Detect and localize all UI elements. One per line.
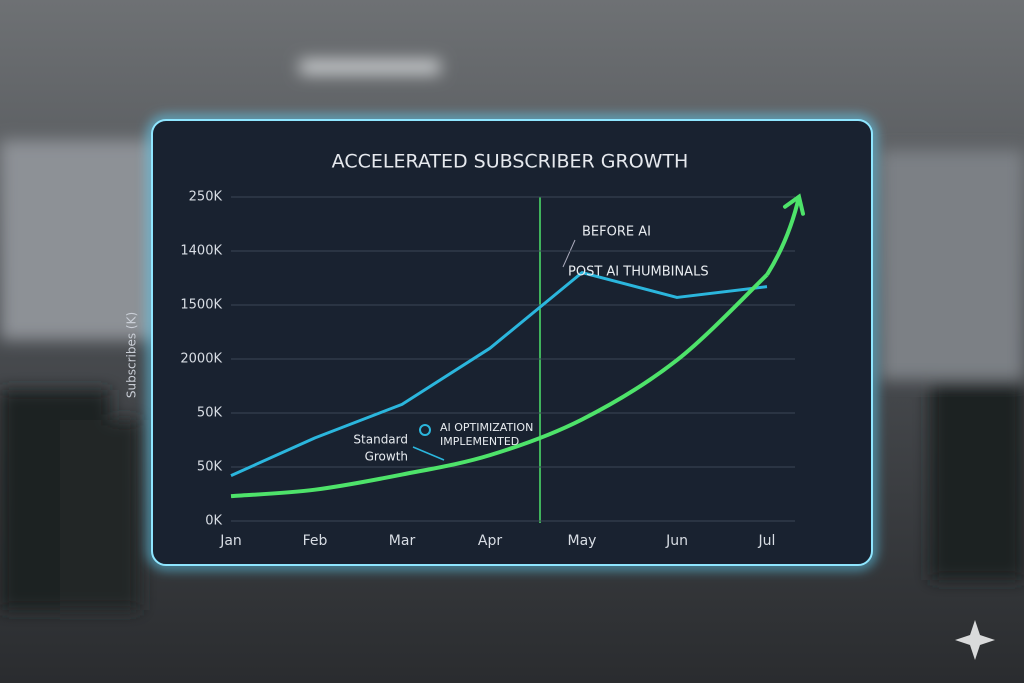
arrow-head bbox=[783, 193, 805, 216]
y-axis-label: Subscribes (K) bbox=[125, 312, 139, 398]
icon bbox=[419, 424, 431, 436]
y-tick-label: 50K bbox=[197, 460, 223, 475]
x-tick-label: May bbox=[568, 533, 597, 549]
chart-title: ACCELERATED SUBSCRIBER GROWTH bbox=[332, 151, 689, 173]
y-tick-label: 250K bbox=[189, 190, 223, 205]
x-tick-label: Jun bbox=[665, 533, 688, 549]
office-blur bbox=[0, 60, 1024, 610]
x-tick-label: Feb bbox=[303, 533, 328, 549]
x-tick-label: Jan bbox=[219, 533, 242, 549]
y-tick-label: 50K bbox=[197, 406, 223, 421]
annotation: BEFORE AI bbox=[582, 225, 651, 240]
annotation: AI OPTIMIZATION bbox=[440, 421, 533, 434]
y-tick-label: 1500K bbox=[180, 298, 222, 313]
x-tick-label: Mar bbox=[389, 533, 416, 549]
annotation: POST AI THUMBINALS bbox=[568, 265, 709, 280]
callout bbox=[562, 239, 576, 268]
annotation: IMPLEMENTED bbox=[440, 435, 519, 448]
series-line bbox=[230, 273, 769, 499]
y-tick-label: 0K bbox=[205, 514, 222, 529]
annotation: Standard bbox=[353, 433, 408, 447]
x-tick-label: Apr bbox=[478, 533, 502, 549]
y-tick-label: 2000K bbox=[180, 352, 222, 367]
x-tick-label: Jul bbox=[758, 533, 776, 549]
callout bbox=[412, 446, 445, 461]
sparkle-icon bbox=[955, 620, 995, 660]
series-line bbox=[230, 271, 768, 478]
arrow-tail bbox=[765, 196, 801, 276]
annotation: Growth bbox=[365, 450, 408, 464]
panel bbox=[151, 119, 873, 566]
y-tick-label: 1400K bbox=[180, 244, 222, 259]
